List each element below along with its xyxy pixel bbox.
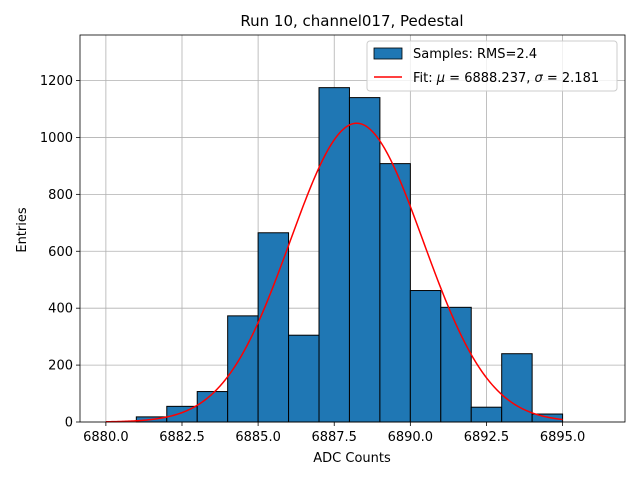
histogram-bar (257, 232, 290, 423)
x-tick-label: 6887.5 (311, 430, 357, 445)
legend-fit-label: Fit: μ = 6888.237, σ = 2.181 (413, 71, 599, 86)
legend-fit-mu-value: = 6888.237, (445, 71, 534, 86)
x-tick-label: 6895.0 (540, 430, 586, 445)
histogram-bar (348, 97, 381, 423)
x-tick-label: 6892.5 (464, 430, 510, 445)
legend: Samples: RMS=2.4 Fit: μ = 6888.237, σ = … (366, 40, 618, 92)
histogram-bar (196, 391, 229, 423)
histogram-bar (318, 87, 350, 423)
histogram-bar (379, 163, 411, 423)
histogram-bar (409, 290, 442, 423)
legend-fit-mu-symbol: μ (436, 71, 445, 86)
histogram-bars (135, 87, 564, 423)
y-tick-label: 200 (48, 359, 73, 374)
y-tick-label: 1200 (40, 74, 73, 89)
chart-title: Run 10, channel017, Pedestal (240, 12, 463, 30)
y-tick-label: 600 (48, 245, 73, 260)
x-tick-label: 6890.0 (388, 430, 434, 445)
y-tick-label: 0 (65, 416, 73, 431)
legend-histogram-swatch (373, 47, 403, 60)
y-tick-label: 1000 (40, 131, 73, 146)
x-tick-label: 6882.5 (159, 430, 205, 445)
histogram-bar (440, 306, 472, 423)
y-tick-label: 400 (48, 302, 73, 317)
x-tick-label: 6885.0 (235, 430, 281, 445)
histogram-bar (288, 334, 320, 423)
y-axis-label: Entries (15, 207, 30, 253)
histogram-bar (470, 406, 503, 423)
y-axis-ticks: 0 200 400 600 800 1000 1200 (40, 74, 80, 431)
legend-fit-sigma-value: = 2.181 (543, 71, 599, 86)
legend-box (366, 40, 618, 92)
legend-fit-sigma-symbol: σ (535, 71, 544, 86)
legend-fit-prefix: Fit: (413, 71, 437, 86)
x-tick-label: 6880.0 (83, 430, 129, 445)
histogram-bar (531, 413, 564, 423)
fit-curve (105, 122, 563, 423)
plot-frame (79, 34, 626, 423)
x-axis-label: ADC Counts (313, 451, 391, 466)
x-axis-ticks: 6880.0 6882.5 6885.0 6887.5 6890.0 6892.5 6895… (83, 422, 585, 445)
y-tick-label: 800 (48, 188, 73, 203)
legend-histogram-label: Samples: RMS=2.4 (413, 47, 537, 62)
